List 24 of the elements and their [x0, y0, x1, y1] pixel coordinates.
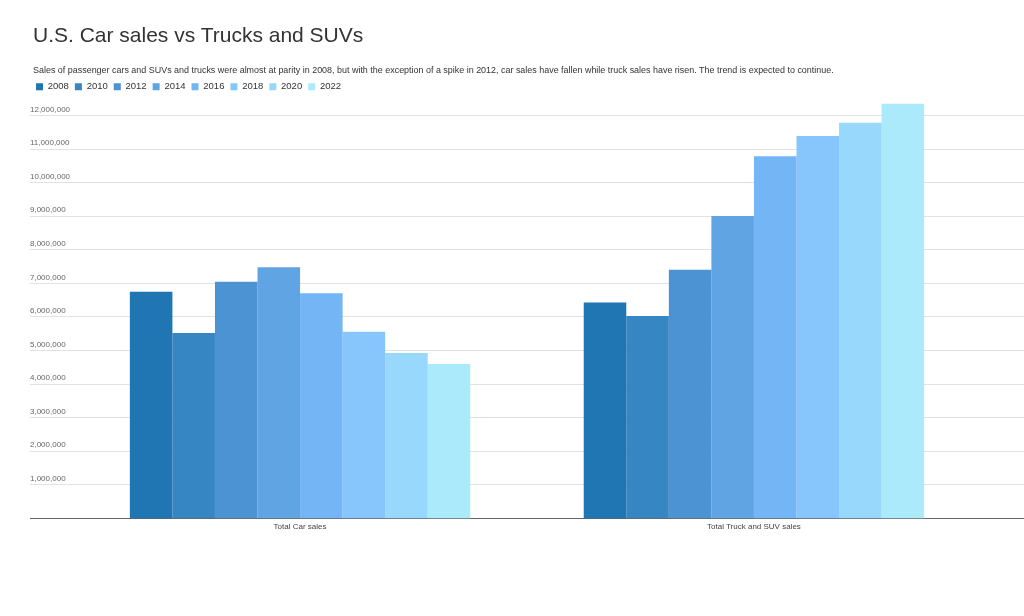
legend-label: 2008 — [47, 80, 69, 92]
chart-subtitle: Sales of passenger cars and SUVs and trucks were almost at parity in 2008, but with the exception of a spike in 2012, car sales have fallen while truck sales have risen. The trend is expected to continue. — [33, 65, 834, 76]
legend-label: 2018 — [242, 80, 264, 92]
y-tick-label: 12,000,000 — [30, 104, 71, 114]
x-tick-label: Total Truck and SUV sales — [707, 522, 801, 532]
y-tick-label: 2,000,000 — [30, 440, 67, 450]
y-tick-label: 8,000,000 — [30, 239, 67, 249]
y-tick-label: 4,000,000 — [30, 373, 67, 383]
chart-title: U.S. Car sales vs Trucks and SUVs — [33, 23, 364, 47]
y-tick-label: 3,000,000 — [30, 406, 67, 416]
legend-label: 2014 — [164, 80, 186, 92]
y-tick-label: 7,000,000 — [30, 272, 67, 282]
y-tick-label: 1,000,000 — [30, 474, 67, 484]
y-tick-label: 10,000,000 — [30, 171, 71, 181]
legend-label: 2012 — [125, 80, 147, 92]
y-tick-label: 6,000,000 — [30, 306, 67, 316]
legend-label: 2022 — [319, 80, 342, 92]
legend-label: 2010 — [86, 80, 108, 92]
legend-label: 2020 — [281, 80, 303, 92]
x-tick-label: Total Car sales — [273, 522, 327, 532]
y-tick-label: 5,000,000 — [30, 339, 67, 349]
legend-label: 2016 — [203, 80, 225, 92]
y-tick-label: 9,000,000 — [30, 205, 67, 215]
y-tick-label: 11,000,000 — [30, 138, 70, 148]
